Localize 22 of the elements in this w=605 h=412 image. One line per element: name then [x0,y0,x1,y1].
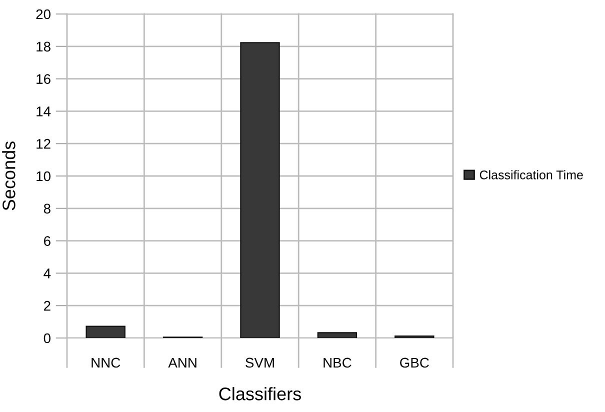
bar [240,42,280,338]
y-tick-label: 10 [36,171,50,182]
y-tick-label: 4 [44,268,51,278]
y-tick-label: 18 [36,42,50,52]
y-axis-title: Seconds [2,142,16,210]
bar [86,326,126,338]
x-tick-label: ANN [168,358,196,368]
y-tick-label: 20 [36,9,50,20]
y-tick-label: 12 [36,138,50,149]
y-tick-label: 16 [36,74,50,84]
x-tick-label: SVM [246,358,274,368]
y-tick-label: 6 [44,236,50,246]
x-axis-title: Classifiers [219,387,301,400]
y-tick-label: 14 [36,106,51,116]
x-tick-label: NNC [92,358,120,368]
y-tick-label: 2 [44,300,50,311]
y-tick-label: 0 [44,333,50,344]
y-tick-label: 8 [44,204,50,214]
legend-label: Classification Time [480,170,583,180]
bar [317,332,358,338]
x-tick-label: NBC [324,358,352,368]
x-tick-label: GBC [400,358,429,368]
